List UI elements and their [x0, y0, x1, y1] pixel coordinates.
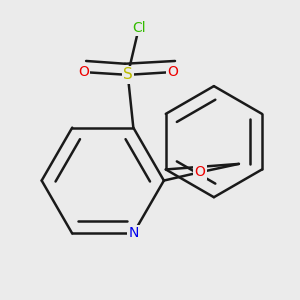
Text: S: S	[123, 68, 133, 82]
Text: O: O	[195, 165, 206, 179]
Text: O: O	[167, 65, 178, 79]
Text: O: O	[78, 65, 89, 79]
Text: N: N	[128, 226, 139, 241]
Text: Cl: Cl	[132, 21, 146, 34]
